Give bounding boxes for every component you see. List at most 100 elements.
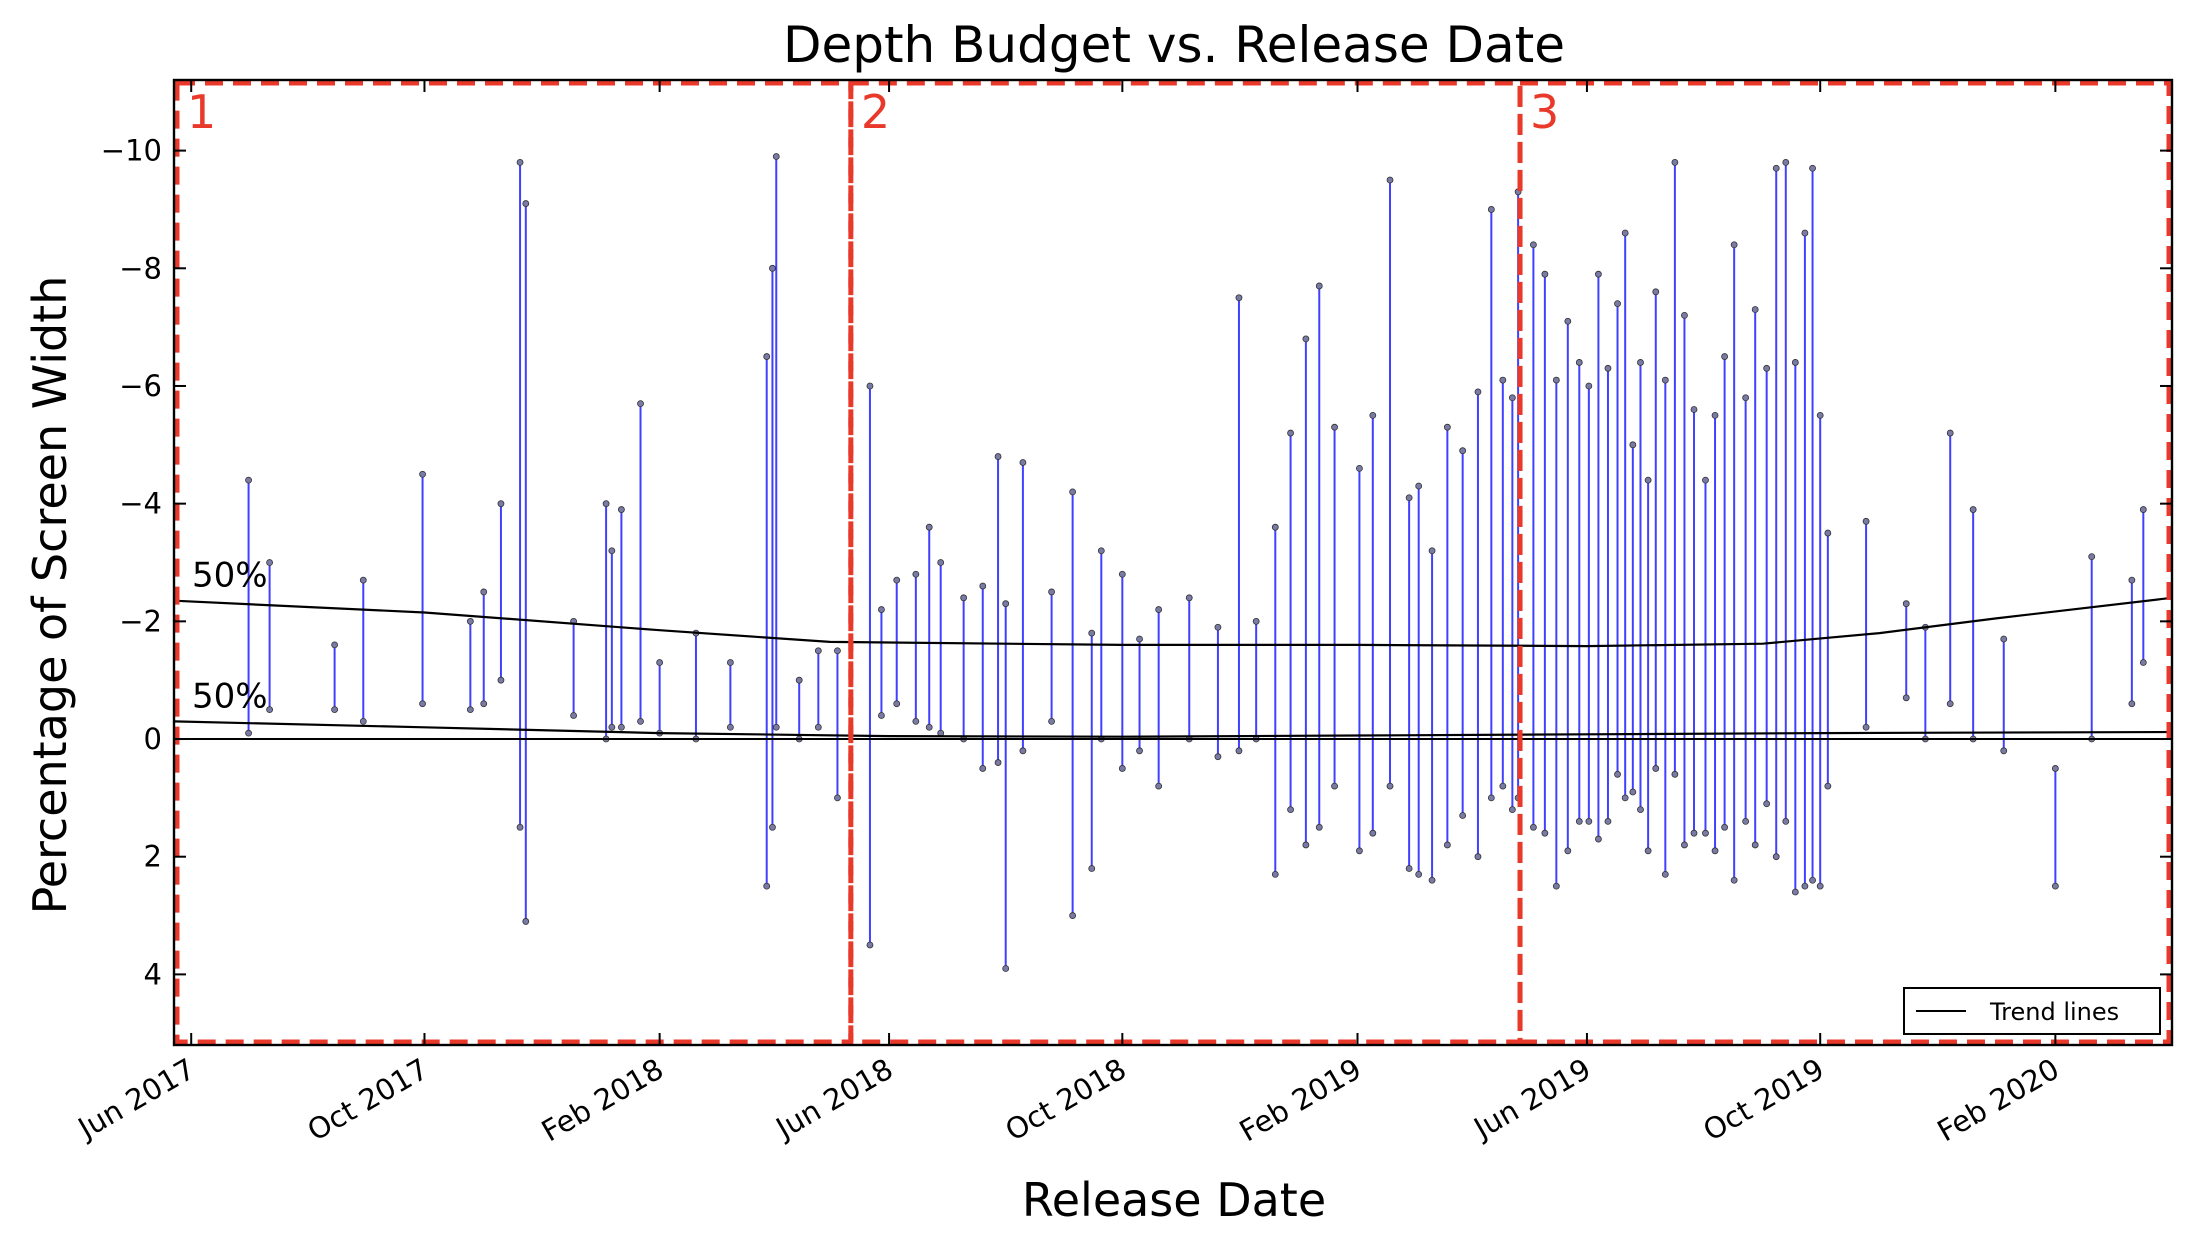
data-point	[1185, 594, 1193, 602]
data-point	[1315, 823, 1323, 831]
data-point	[1136, 747, 1143, 755]
data-point	[570, 712, 577, 719]
data-point	[497, 676, 505, 684]
data-point	[245, 476, 252, 484]
data-point	[1155, 606, 1163, 613]
data-point	[1585, 382, 1593, 390]
data-point	[1629, 441, 1637, 449]
data-point	[480, 700, 488, 708]
data-point	[466, 617, 474, 625]
region-label: 2	[861, 85, 890, 139]
data-point	[1287, 429, 1294, 437]
axes-frame	[172, 78, 2174, 1047]
data-point	[1595, 835, 1602, 843]
data-point	[893, 576, 901, 584]
data-point	[1824, 529, 1832, 537]
data-point	[1652, 288, 1660, 296]
data-point	[1136, 635, 1143, 643]
data-point	[419, 470, 426, 478]
data-point	[1541, 829, 1549, 837]
trend-line	[173, 596, 2173, 648]
data-point	[912, 570, 920, 578]
data-point	[1751, 306, 1759, 313]
data-point	[1002, 600, 1010, 608]
data-point	[1474, 388, 1482, 396]
y-axis-label: Percentage of Screen Width	[23, 276, 77, 915]
data-point	[1721, 353, 1729, 360]
data-point	[726, 723, 734, 731]
data-point	[497, 500, 505, 508]
y-tick-label: 4	[144, 957, 162, 991]
data-point	[602, 500, 610, 508]
y-tick-label: −10	[101, 134, 162, 168]
data-point	[1946, 429, 1954, 437]
data-point	[1772, 164, 1780, 172]
data-point	[979, 582, 987, 590]
data-point	[1690, 829, 1698, 837]
data-point	[1644, 476, 1652, 484]
data-point	[1575, 359, 1583, 366]
data-point	[617, 506, 625, 513]
data-point	[1369, 829, 1377, 837]
data-point	[1791, 888, 1799, 896]
data-point	[1428, 547, 1436, 555]
data-point	[960, 594, 968, 602]
data-point	[1019, 747, 1027, 755]
data-point	[1621, 229, 1629, 237]
data-point	[1474, 853, 1482, 861]
data-point	[1671, 770, 1679, 778]
data-point	[1530, 823, 1537, 831]
data-point	[1002, 965, 1010, 972]
data-point	[2139, 659, 2147, 666]
data-point	[1816, 882, 1824, 890]
data-point	[1702, 829, 1709, 837]
y-tick-label: 0	[144, 722, 162, 756]
data-point	[1552, 376, 1560, 384]
data-point	[1809, 876, 1816, 884]
region-label: 3	[1530, 85, 1559, 139]
data-point	[1356, 464, 1363, 472]
data-point	[1443, 423, 1451, 431]
data-point	[1652, 765, 1660, 772]
data-point	[359, 576, 367, 584]
data-point	[522, 918, 530, 925]
data-point	[1428, 876, 1436, 884]
y-tick-label: −2	[119, 604, 162, 638]
data-point	[1386, 782, 1394, 790]
data-point	[925, 723, 933, 731]
data-point	[769, 264, 776, 272]
data-point	[1331, 423, 1338, 431]
data-point	[834, 794, 841, 802]
data-point	[1585, 818, 1593, 825]
data-point	[1487, 794, 1495, 802]
data-point	[516, 823, 524, 831]
data-point	[1742, 394, 1750, 402]
data-point	[1069, 912, 1077, 919]
data-point	[480, 588, 488, 596]
data-point	[637, 717, 644, 725]
data-point	[878, 712, 885, 719]
data-point	[1690, 406, 1698, 413]
data-point	[1772, 853, 1780, 861]
data-point	[1801, 229, 1809, 237]
trend-line-label: 50%	[192, 556, 268, 596]
data-point	[1530, 241, 1537, 249]
data-point	[1356, 847, 1363, 855]
data-point	[763, 882, 771, 890]
data-point	[1499, 376, 1507, 384]
data-point	[245, 729, 252, 737]
data-point	[1097, 547, 1105, 555]
data-point	[1386, 176, 1394, 184]
data-point	[2128, 700, 2136, 708]
data-point	[1946, 700, 1954, 708]
data-point	[1564, 847, 1572, 855]
data-point	[1331, 782, 1338, 790]
data-point	[925, 523, 933, 531]
data-point	[937, 559, 945, 566]
data-point	[769, 823, 776, 831]
data-point	[1782, 158, 1790, 166]
data-point	[814, 723, 822, 731]
data-point	[726, 659, 734, 666]
data-point	[1637, 359, 1644, 366]
data-point	[1235, 747, 1243, 755]
